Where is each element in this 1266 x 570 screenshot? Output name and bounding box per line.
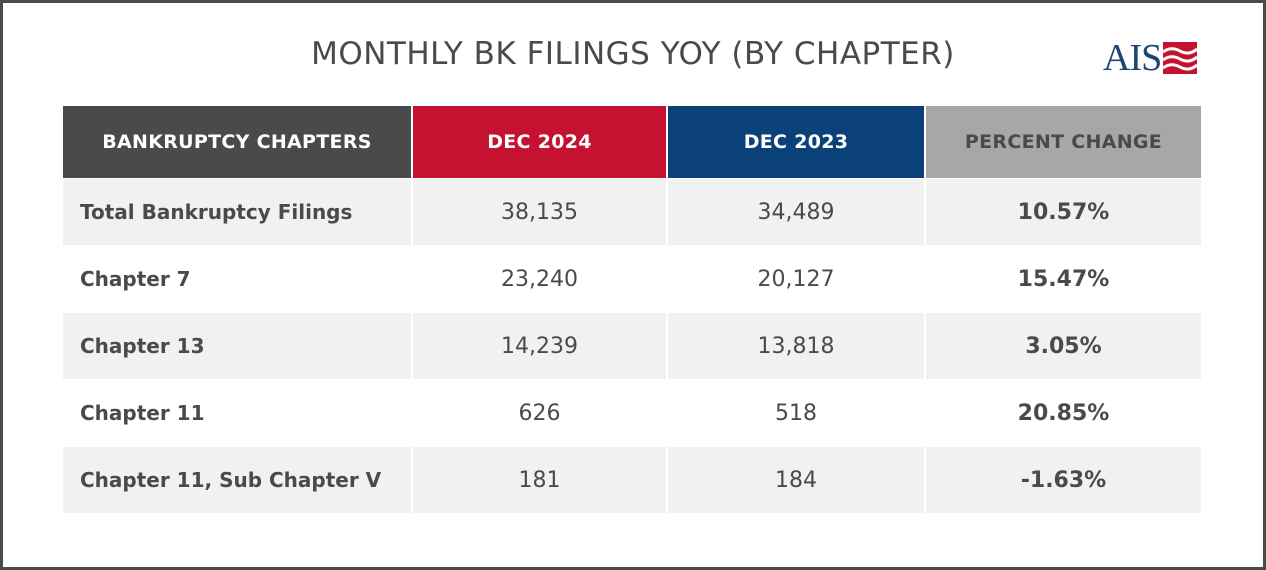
dec-2024-cell: 38,135 xyxy=(412,178,668,246)
ais-logo: AIS xyxy=(1103,37,1198,79)
chapter-cell: Chapter 11, Sub Chapter V xyxy=(63,446,413,513)
dec-2023-cell: 34,489 xyxy=(667,178,926,246)
percent-change-cell: -1.63% xyxy=(925,446,1201,513)
percent-change-cell: 10.57% xyxy=(925,178,1201,246)
table-header-row: BANKRUPTCY CHAPTERS DEC 2024 DEC 2023 PE… xyxy=(63,106,1201,179)
dec-2023-cell: 13,818 xyxy=(667,312,926,380)
dec-2023-cell: 20,127 xyxy=(667,245,926,313)
flag-wave-icon xyxy=(1163,42,1198,74)
header-dec-2024: DEC 2024 xyxy=(412,106,668,179)
chapter-cell: Chapter 7 xyxy=(63,245,413,313)
dec-2024-cell: 181 xyxy=(412,446,668,513)
table-row: Chapter 11 626 518 20.85% xyxy=(63,379,1201,447)
table-row: Chapter 11, Sub Chapter V 181 184 -1.63% xyxy=(63,446,1201,513)
chapter-cell: Chapter 11 xyxy=(63,379,413,447)
header-percent-change: PERCENT CHANGE xyxy=(925,106,1201,179)
header-chapters: BANKRUPTCY CHAPTERS xyxy=(63,106,413,179)
chapter-cell: Chapter 13 xyxy=(63,312,413,380)
table-row: Chapter 7 23,240 20,127 15.47% xyxy=(63,245,1201,313)
table-row: Total Bankruptcy Filings 38,135 34,489 1… xyxy=(63,178,1201,246)
logo-text: AIS xyxy=(1103,37,1162,79)
bankruptcy-table: BANKRUPTCY CHAPTERS DEC 2024 DEC 2023 PE… xyxy=(63,106,1201,513)
chapter-cell: Total Bankruptcy Filings xyxy=(63,178,413,246)
dec-2024-cell: 14,239 xyxy=(412,312,668,380)
header-dec-2023: DEC 2023 xyxy=(667,106,926,179)
dec-2023-cell: 184 xyxy=(667,446,926,513)
table-row: Chapter 13 14,239 13,818 3.05% xyxy=(63,312,1201,380)
percent-change-cell: 20.85% xyxy=(925,379,1201,447)
dec-2024-cell: 23,240 xyxy=(412,245,668,313)
dec-2024-cell: 626 xyxy=(412,379,668,447)
dec-2023-cell: 518 xyxy=(667,379,926,447)
percent-change-cell: 15.47% xyxy=(925,245,1201,313)
percent-change-cell: 3.05% xyxy=(925,312,1201,380)
page-title: MONTHLY BK FILINGS YOY (BY CHAPTER) xyxy=(311,36,955,72)
